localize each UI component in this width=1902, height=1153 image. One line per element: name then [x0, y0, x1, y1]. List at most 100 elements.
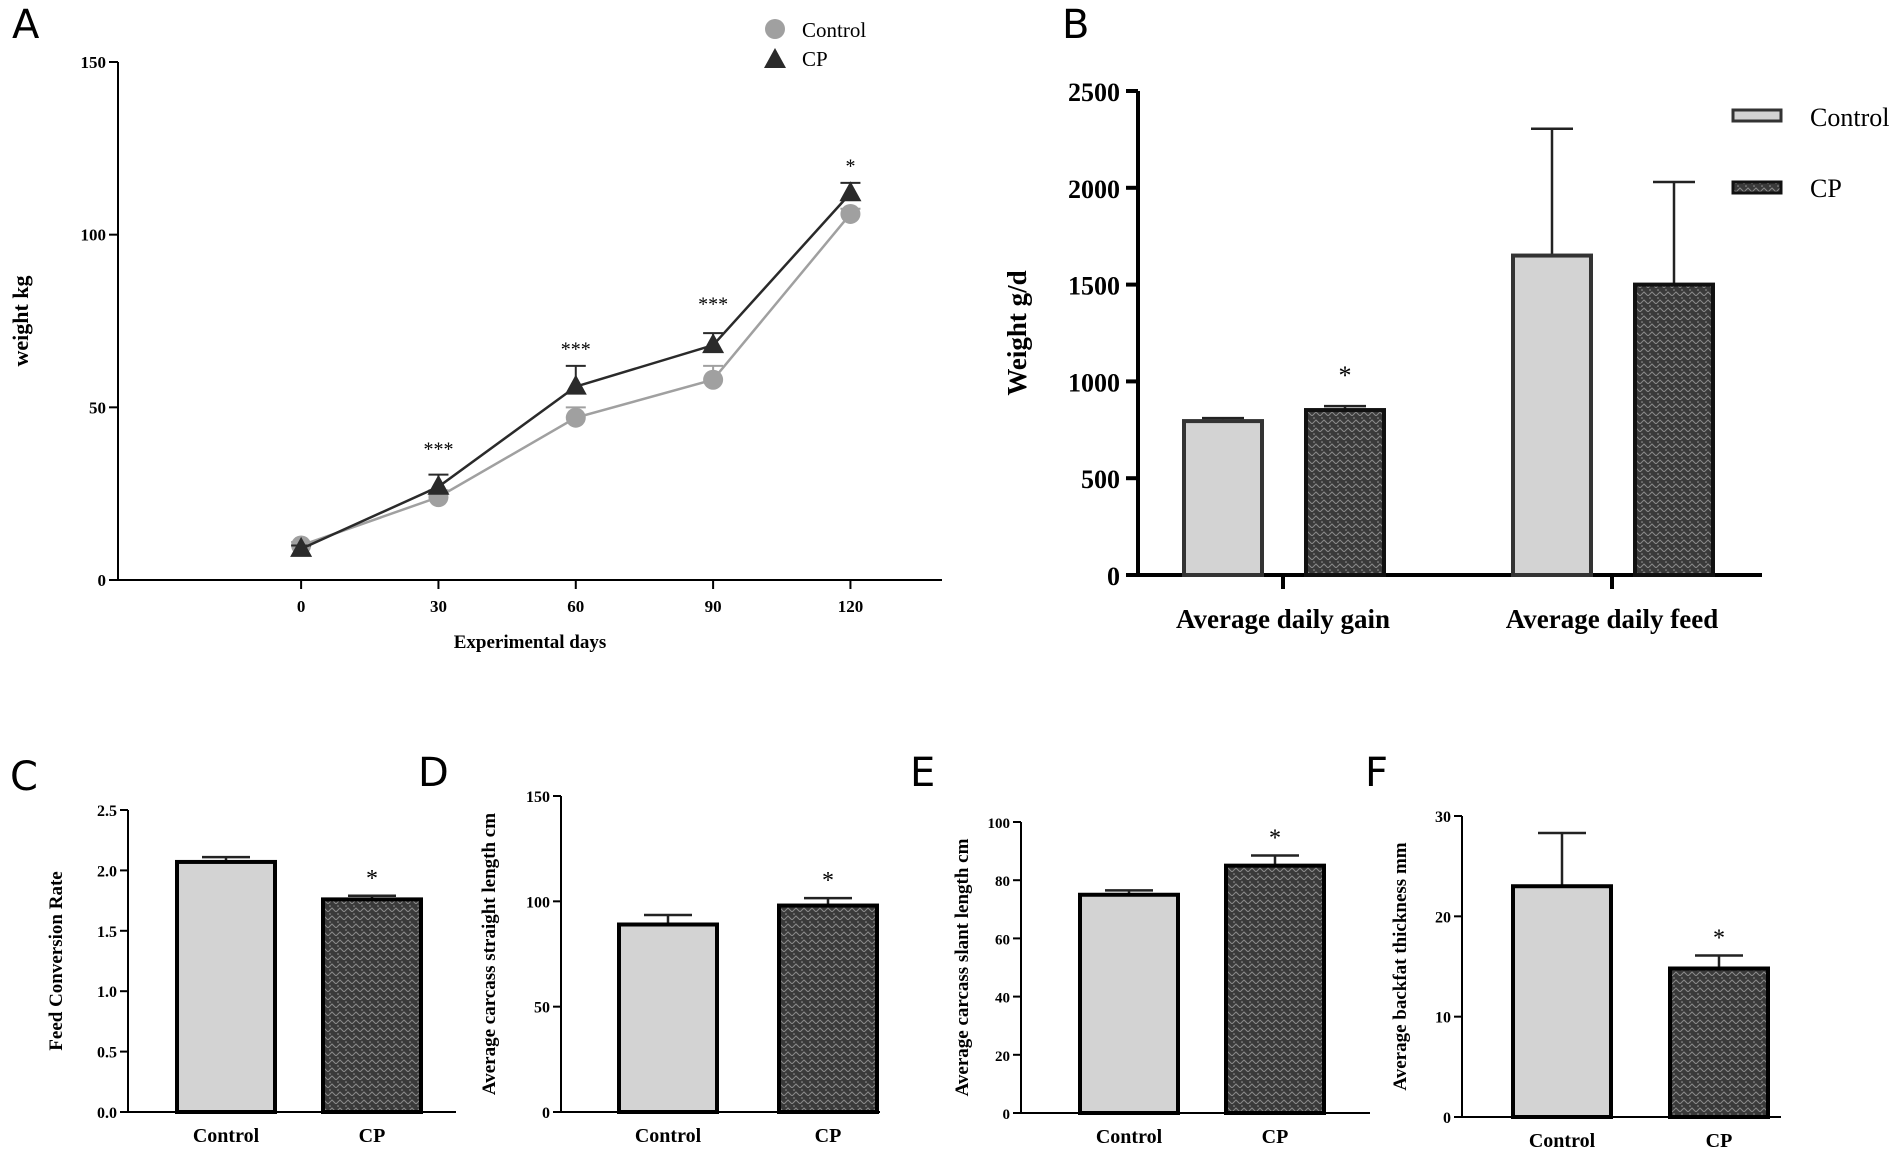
legend-control-label: Control	[802, 18, 866, 42]
y-tick-label: 150	[81, 53, 107, 72]
panel-letter-e: E	[910, 750, 935, 796]
x-tick-label: CP	[815, 1125, 842, 1147]
x-tick-label: Average daily feed	[1506, 604, 1718, 634]
x-tick-label: Control	[635, 1125, 702, 1147]
significance-label: ***	[423, 439, 453, 461]
y-tick-label: 1.5	[97, 924, 117, 941]
chart-f-bar-backfat: 0 10 20 30 Control CP * Average backfat thickne…	[1390, 809, 1781, 1152]
x-tick-label: 120	[838, 597, 864, 616]
chart-b-bar-daily: Control CP 0 500 1000 1500 2000 2500 Average d…	[1002, 78, 1889, 634]
panel-letter-c: C	[10, 754, 38, 800]
x-axis-title: Experimental days	[454, 632, 607, 653]
y-tick-label: 1.0	[97, 984, 117, 1001]
chart-e-bar-slant-length: 0 20 40 60 80 100 Control CP * Average carcass sl…	[952, 816, 1370, 1148]
significance-label: *	[1339, 361, 1352, 390]
significance-label: *	[1713, 925, 1725, 951]
x-tick-label: 90	[705, 597, 722, 616]
y-tick-label: 2500	[1068, 78, 1120, 107]
series-cp-point	[290, 536, 313, 557]
y-axis-title: Feed Conversion Rate	[46, 871, 67, 1050]
chart-d-bar-straight-length: 0 50 100 150 Control CP * Average carcass strai…	[479, 789, 880, 1147]
y-tick-label: 100	[988, 816, 1011, 832]
series-control-point	[565, 407, 586, 428]
legend-control-label: Control	[1810, 103, 1889, 132]
x-tick-label: Control	[1529, 1130, 1596, 1152]
y-tick-label: 150	[526, 789, 550, 806]
y-tick-label: 50	[534, 1000, 550, 1017]
chart-a-legend: Control CP	[764, 18, 866, 71]
bar-cp	[1304, 408, 1386, 577]
y-tick-label: 0.5	[97, 1045, 117, 1062]
bar-control	[1511, 253, 1593, 577]
legend-cp-label: CP	[802, 47, 828, 71]
x-tick-label: Control	[193, 1125, 260, 1147]
bar-cp	[1633, 282, 1715, 577]
y-tick-label: 2000	[1068, 175, 1120, 204]
series-cp-point	[702, 333, 725, 354]
chart-b-legend: Control CP	[1731, 103, 1889, 203]
panel-letter-d: D	[418, 750, 449, 796]
x-tick-label: CP	[1706, 1130, 1733, 1152]
y-tick-label: 40	[995, 991, 1010, 1007]
significance-label: *	[822, 868, 834, 894]
bar-cp	[777, 903, 879, 1115]
y-tick-label: 100	[81, 226, 107, 245]
y-tick-label: 0	[1443, 1110, 1451, 1127]
y-tick-label: 20	[995, 1049, 1010, 1065]
significance-label: *	[366, 866, 378, 892]
panel-letter-b: B	[1062, 2, 1089, 48]
bar-control	[617, 922, 719, 1114]
y-tick-label: 2.5	[97, 803, 117, 820]
bar-control	[1511, 884, 1613, 1119]
y-tick-label: 10	[1435, 1010, 1451, 1027]
y-tick-label: 50	[89, 398, 106, 417]
legend-cp-swatch	[1731, 180, 1783, 195]
y-axis-title: Average carcass slant length cm	[952, 838, 973, 1096]
legend-cp-label: CP	[1810, 174, 1842, 203]
x-tick-label: 30	[430, 597, 447, 616]
y-tick-label: 80	[995, 874, 1010, 890]
y-axis-title: Average carcass straight length cm	[479, 813, 500, 1095]
y-tick-label: 20	[1435, 909, 1451, 926]
x-tick-label: CP	[1262, 1126, 1289, 1148]
y-tick-label: 60	[995, 932, 1010, 948]
y-tick-label: 500	[1081, 465, 1120, 494]
y-tick-label: 0	[1107, 562, 1120, 591]
bar-cp	[1668, 966, 1770, 1119]
y-tick-label: 1500	[1068, 272, 1120, 301]
significance-label: ***	[698, 294, 728, 316]
series-cp-point	[839, 181, 862, 202]
x-tick-label: 60	[567, 597, 584, 616]
significance-label: ***	[561, 339, 591, 361]
y-tick-label: 1000	[1068, 368, 1120, 397]
series-cp-point	[427, 474, 450, 495]
x-tick-label: CP	[359, 1125, 386, 1147]
series-cp-point	[564, 374, 587, 395]
series-control-point	[703, 369, 724, 390]
bar-cp	[321, 897, 423, 1115]
bar-control	[175, 859, 277, 1114]
y-tick-label: 0	[98, 571, 107, 590]
panel-letter-f: F	[1365, 750, 1388, 796]
y-tick-label: 0	[542, 1105, 550, 1122]
y-axis-title: weight kg	[8, 275, 33, 366]
y-tick-label: 100	[526, 894, 550, 911]
bar-control	[1078, 892, 1180, 1115]
legend-control-marker	[765, 19, 785, 39]
panel-letter-a: A	[12, 2, 40, 48]
y-axis-title: Average backfat thickness mm	[1390, 842, 1411, 1090]
x-tick-label: Control	[1096, 1126, 1163, 1148]
bar-control	[1182, 419, 1264, 578]
y-axis-title: Weight g/d	[1002, 270, 1032, 395]
legend-cp-marker	[764, 48, 786, 68]
y-tick-label: 2.0	[97, 863, 117, 880]
chart-c-bar-fcr: 0.0 0.5 1.0 1.5 2.0 2.5 Control CP * Feed Convers…	[46, 803, 456, 1147]
significance-label: *	[1269, 825, 1281, 851]
significance-label: *	[845, 156, 855, 178]
y-tick-label: 0.0	[97, 1105, 117, 1122]
legend-control-swatch	[1731, 108, 1783, 123]
x-tick-label: Average daily gain	[1176, 604, 1390, 634]
y-tick-label: 30	[1435, 809, 1451, 826]
bar-cp	[1224, 863, 1326, 1116]
